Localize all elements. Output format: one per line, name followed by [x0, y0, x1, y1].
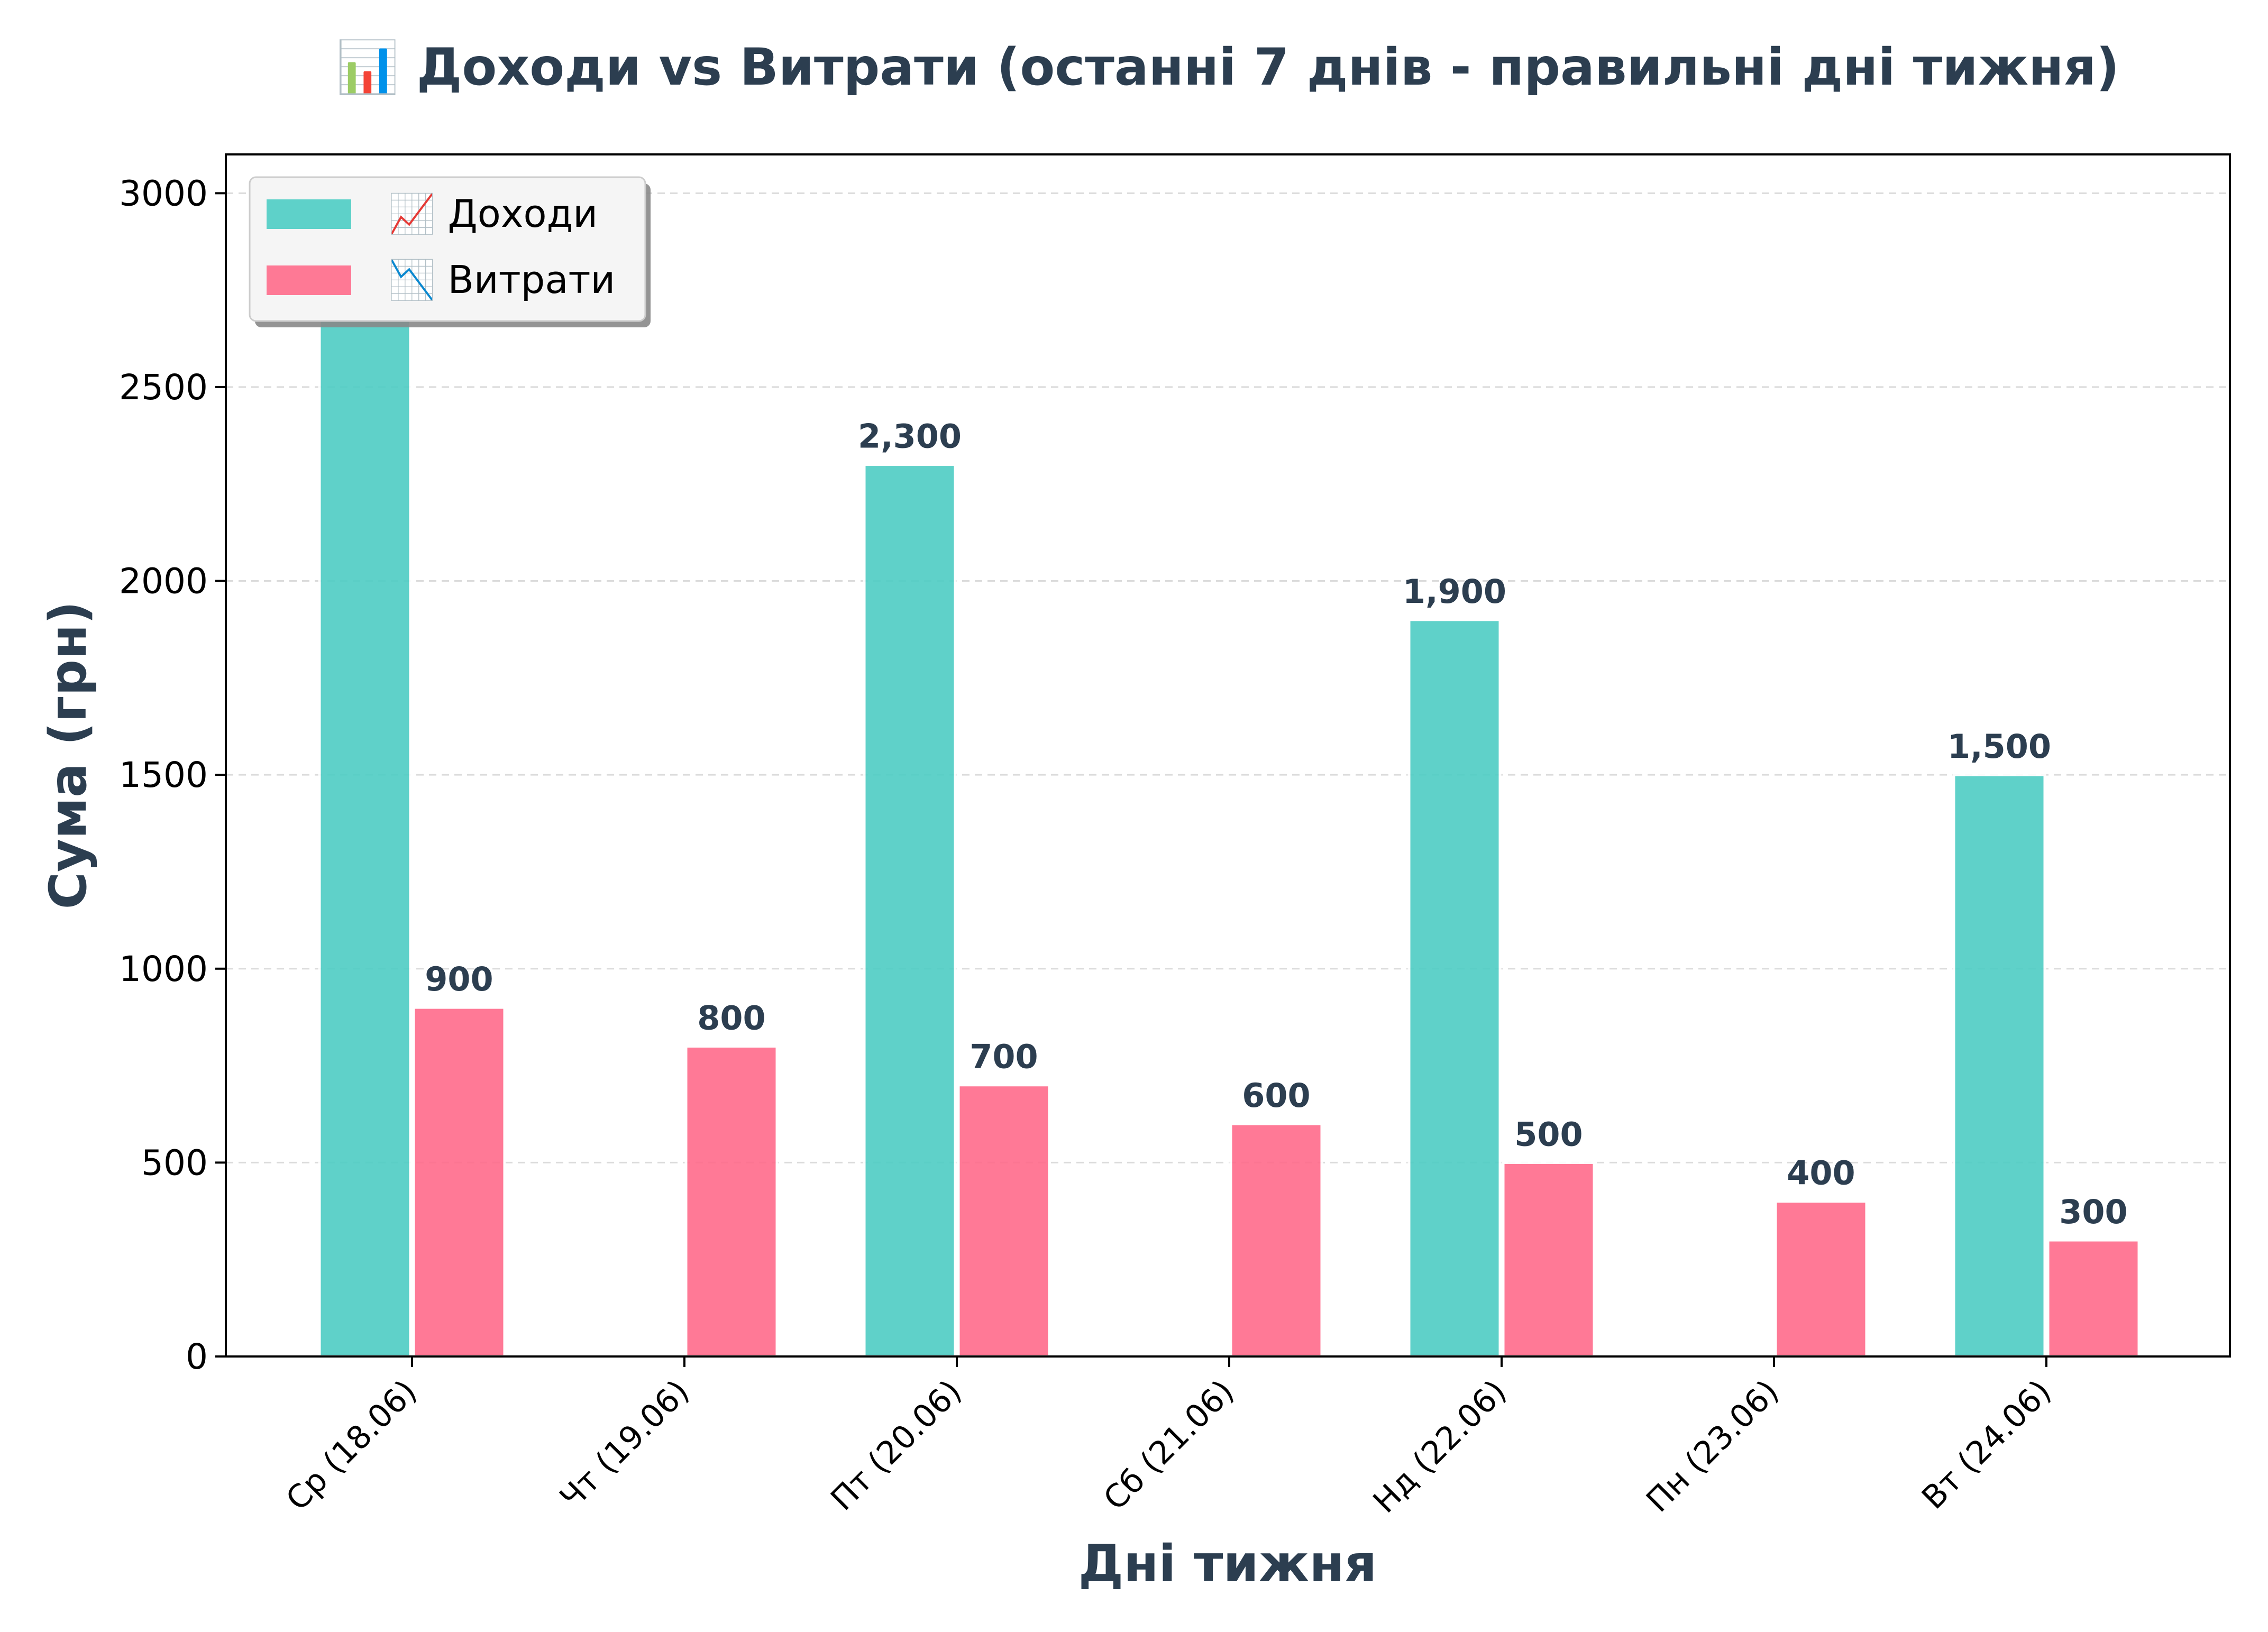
value-label-expense-4: 500	[1514, 1115, 1583, 1153]
y-tick-label-6: 3000	[119, 173, 208, 214]
bar-expense-2	[957, 1084, 1051, 1358]
x-tick-label-2: Пт (20.06)	[824, 1373, 968, 1518]
x-tick-label-5: Пн (23.06)	[1639, 1373, 1786, 1519]
bar-expense-4	[1502, 1161, 1596, 1358]
value-label-income-4: 1,900	[1403, 572, 1506, 611]
plot-frame	[225, 153, 2231, 1358]
value-labels: 2,7002,3001,9001,50090080070060050040030…	[313, 262, 2128, 1231]
value-label-expense-2: 700	[970, 1038, 1038, 1076]
chart-title: 📊 Доходи vs Витрати (останні 7 днів - пр…	[336, 38, 2119, 97]
y-tick-label-5: 2500	[119, 367, 208, 408]
value-label-expense-5: 400	[1787, 1154, 1855, 1193]
y-tick-label-0: 0	[186, 1336, 208, 1377]
legend-swatch-income	[267, 199, 351, 229]
bars	[318, 308, 2141, 1358]
x-axis-label: Дні тижня	[1078, 1534, 1377, 1593]
bar-expense-6	[2046, 1239, 2141, 1358]
bar-expense-5	[1774, 1200, 1868, 1358]
y-axis-label: Сума (грн)	[39, 601, 98, 910]
y-tick-label-4: 2000	[119, 561, 208, 602]
bar-expense-0	[412, 1006, 506, 1358]
x-tick-label-4: Нд (22.06)	[1366, 1373, 1514, 1520]
x-tick-label-0: Ср (18.06)	[279, 1373, 424, 1518]
legend-label-expense: 📉 Витрати	[388, 258, 615, 302]
bar-income-4	[1407, 618, 1502, 1358]
x-axis: Ср (18.06) Чт (19.06) Пт (20.06) Сб (21.06)…	[279, 1356, 2059, 1520]
x-tick-label-6: Вт (24.06)	[1915, 1373, 2058, 1516]
value-label-income-6: 1,500	[1947, 727, 2051, 766]
value-label-income-2: 2,300	[858, 417, 962, 456]
legend: 📈 Доходи 📉 Витрати	[249, 176, 651, 327]
bar-income-2	[863, 463, 957, 1358]
y-tick-label-2: 1000	[119, 949, 208, 989]
bar-income-6	[1952, 773, 2046, 1358]
value-label-expense-1: 800	[697, 998, 765, 1037]
legend-label-income: 📈 Доходи	[388, 191, 598, 236]
value-label-expense-6: 300	[2059, 1193, 2127, 1231]
y-tick-label-3: 1500	[119, 755, 208, 795]
x-tick-label-1: Чт (19.06)	[553, 1373, 696, 1516]
y-tick-label-1: 500	[141, 1142, 208, 1183]
grid-lines	[226, 192, 2230, 1163]
bar-expense-3	[1229, 1122, 1323, 1358]
bar-expense-1	[684, 1044, 779, 1358]
y-axis: 0 500 1000 1500 2000 2500 3000	[119, 173, 226, 1377]
value-label-expense-3: 600	[1242, 1076, 1310, 1115]
bar-income-0	[318, 308, 412, 1358]
value-label-expense-0: 900	[425, 960, 493, 998]
legend-swatch-expense	[267, 265, 351, 295]
x-tick-label-3: Сб (21.06)	[1096, 1373, 1241, 1517]
